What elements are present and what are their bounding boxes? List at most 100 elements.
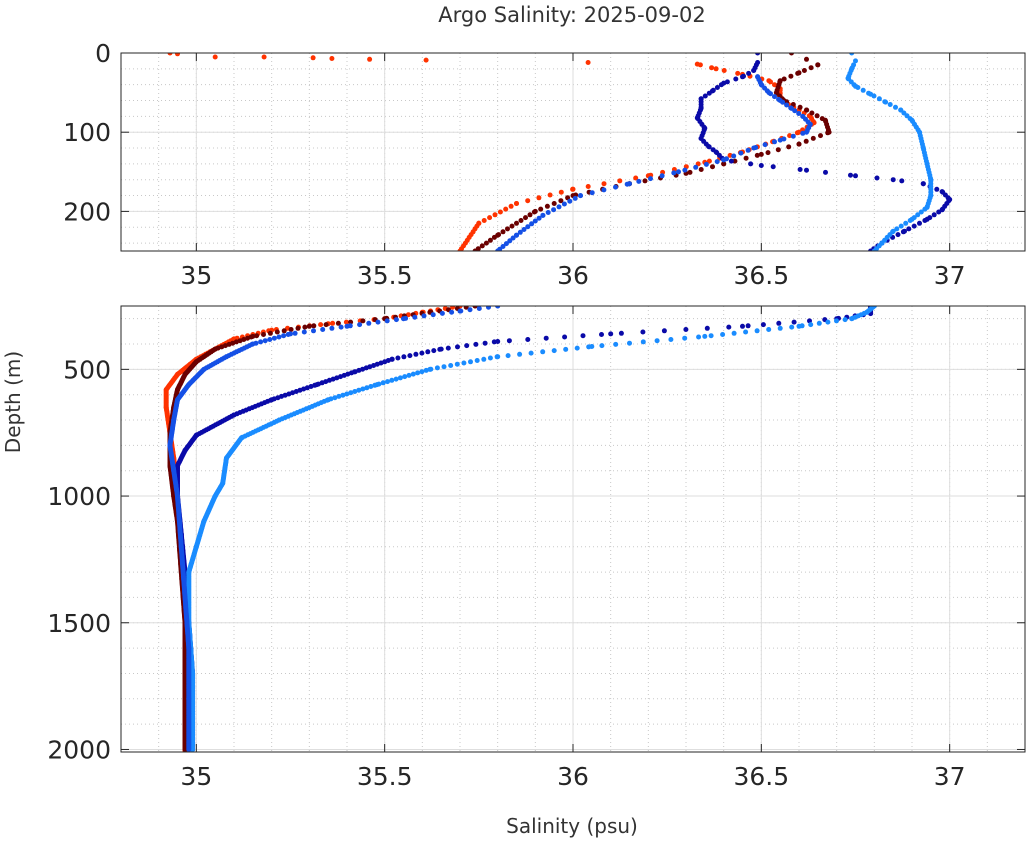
- data-point: [781, 76, 787, 82]
- series-4: [845, 53, 934, 251]
- data-point: [893, 104, 898, 110]
- data-point: [640, 329, 646, 335]
- data-point: [262, 338, 268, 344]
- data-point: [809, 110, 815, 116]
- x-tick-label: 36.5: [733, 762, 789, 791]
- data-point: [463, 306, 469, 310]
- data-point: [855, 85, 861, 90]
- data-point: [281, 328, 287, 334]
- data-point: [406, 372, 412, 378]
- data-point: [318, 322, 324, 328]
- data-point: [528, 350, 534, 356]
- data-point: [907, 218, 913, 223]
- data-point: [580, 333, 586, 339]
- data-point: [745, 147, 751, 153]
- data-point: [710, 147, 716, 153]
- data-point: [551, 207, 557, 213]
- data-point: [271, 335, 277, 341]
- data-point: [407, 353, 413, 359]
- data-point: [784, 102, 790, 108]
- data-point: [728, 158, 734, 164]
- data-point: [467, 307, 473, 313]
- data-point: [518, 218, 524, 223]
- data-point: [254, 333, 260, 339]
- data-point: [393, 376, 399, 382]
- data-point: [853, 58, 858, 64]
- data-point: [776, 320, 782, 326]
- data-point: [804, 107, 810, 113]
- data-point: [578, 193, 583, 199]
- data-point: [804, 167, 809, 173]
- data-point: [601, 181, 607, 187]
- data-point: [357, 322, 363, 328]
- data-point: [934, 186, 940, 192]
- data-point: [538, 206, 544, 212]
- data-point: [562, 334, 568, 340]
- data-point: [815, 62, 821, 68]
- data-point: [329, 325, 335, 331]
- data-point: [340, 392, 346, 398]
- data-point: [804, 56, 809, 62]
- data-point: [458, 308, 464, 314]
- data-point: [472, 306, 478, 309]
- data-point: [497, 209, 503, 215]
- data-point: [849, 53, 855, 56]
- data-point: [482, 340, 488, 346]
- x-tick-label: 35: [180, 762, 212, 791]
- data-point: [531, 209, 537, 215]
- data-point: [500, 244, 506, 249]
- data-point: [474, 358, 480, 363]
- data-point: [787, 133, 793, 139]
- data-point: [613, 184, 618, 190]
- data-point: [320, 327, 326, 332]
- data-point: [874, 175, 880, 181]
- data-point: [642, 178, 648, 184]
- data-point: [796, 111, 802, 116]
- data-point: [403, 315, 409, 321]
- data-point: [335, 320, 341, 326]
- data-point: [627, 340, 632, 346]
- data-point: [261, 54, 267, 60]
- panel-lower: 35 35.5 36 36.5 37 500 1000 1500 2000: [47, 305, 1026, 791]
- data-point: [724, 156, 729, 162]
- data-point: [726, 324, 732, 330]
- data-point: [415, 370, 421, 376]
- data-point: [733, 76, 739, 82]
- data-point: [648, 176, 653, 182]
- data-point: [789, 324, 795, 330]
- data-point: [720, 332, 726, 337]
- data-point: [486, 306, 491, 310]
- data-point: [871, 93, 877, 99]
- data-point: [585, 184, 591, 189]
- data-point: [853, 173, 858, 179]
- data-point: [508, 203, 514, 209]
- data-point: [410, 371, 416, 377]
- data-point: [882, 99, 888, 105]
- series-2: [472, 53, 832, 251]
- data-point: [468, 359, 473, 365]
- data-point: [376, 381, 382, 387]
- data-point: [589, 190, 595, 196]
- data-point: [419, 350, 425, 356]
- data-point: [903, 220, 909, 226]
- data-point: [431, 348, 437, 354]
- data-point: [887, 102, 893, 107]
- data-point: [491, 339, 497, 345]
- data-point: [352, 389, 358, 394]
- data-layer: [167, 53, 953, 251]
- data-point: [624, 181, 630, 187]
- data-point: [770, 164, 776, 170]
- data-point: [274, 329, 280, 335]
- data-point: [698, 167, 704, 172]
- data-point: [449, 309, 455, 315]
- panel-upper: 35 35.5 36 36.5 37 0 100 200: [63, 39, 1026, 290]
- data-point: [618, 330, 624, 336]
- data-point: [551, 348, 557, 354]
- data-point: [384, 318, 390, 324]
- data-point: [503, 241, 509, 247]
- data-point: [676, 169, 681, 175]
- data-point: [574, 345, 580, 351]
- data-point: [751, 68, 757, 73]
- data-point: [599, 332, 604, 337]
- data-point: [819, 116, 825, 122]
